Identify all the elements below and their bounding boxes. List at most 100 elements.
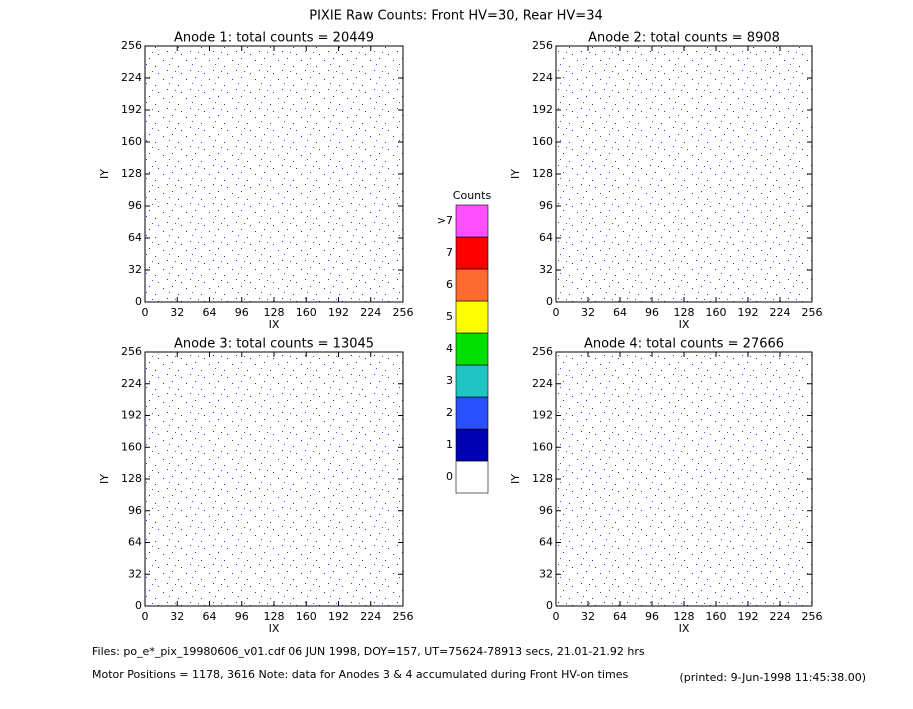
x-tick-label: 96 xyxy=(645,610,659,623)
x-tick-label: 32 xyxy=(170,610,184,623)
y-axis-label: IY xyxy=(509,169,522,179)
y-tick-label: 128 xyxy=(532,472,553,485)
y-tick-label: 224 xyxy=(532,377,553,390)
x-axis-label: IX xyxy=(679,622,690,635)
y-tick-label: 96 xyxy=(539,504,553,517)
y-tick-label: 32 xyxy=(539,263,553,276)
x-tick-label: 0 xyxy=(142,610,149,623)
y-tick-label: 192 xyxy=(532,409,553,422)
x-tick-label: 64 xyxy=(203,610,217,623)
plot-area xyxy=(144,351,404,607)
x-axis-label: IX xyxy=(269,622,280,635)
x-tick-label: 160 xyxy=(706,306,727,319)
y-tick-label: 224 xyxy=(121,377,142,390)
x-tick-label: 256 xyxy=(393,610,414,623)
y-tick-label: 96 xyxy=(128,504,142,517)
colorbar-label: 5 xyxy=(446,310,453,323)
x-tick-label: 256 xyxy=(802,610,823,623)
x-tick-label: 128 xyxy=(264,610,285,623)
y-tick-label: 192 xyxy=(121,409,142,422)
panel-title: Anode 3: total counts = 13045 xyxy=(174,337,374,352)
y-tick-label: 64 xyxy=(128,536,142,549)
x-tick-label: 64 xyxy=(613,306,627,319)
y-tick-label: 160 xyxy=(532,440,553,453)
plot-area xyxy=(144,45,404,303)
page-title: PIXIE Raw Counts: Front HV=30, Rear HV=3… xyxy=(309,9,603,24)
y-tick-label: 256 xyxy=(532,345,553,358)
y-tick-label: 32 xyxy=(128,567,142,580)
y-tick-label: 256 xyxy=(532,39,553,52)
panel-title: Anode 1: total counts = 20449 xyxy=(174,31,374,46)
colorbar-label: 0 xyxy=(446,470,453,483)
plot-area xyxy=(555,351,813,607)
y-tick-label: 96 xyxy=(539,199,553,212)
y-tick-label: 128 xyxy=(121,167,142,180)
colorbar-title: Counts xyxy=(453,189,492,202)
footer-motor: Motor Positions = 1178, 3616 Note: data … xyxy=(92,668,628,681)
colorbar-cell xyxy=(455,268,489,302)
y-axis-label: IY xyxy=(509,474,522,484)
colorbar-cell xyxy=(455,300,489,334)
y-tick-label: 64 xyxy=(539,231,553,244)
y-axis-label: IY xyxy=(98,474,111,484)
colorbar-label: >7 xyxy=(437,214,453,227)
x-tick-label: 96 xyxy=(235,610,249,623)
y-tick-label: 0 xyxy=(135,295,142,308)
x-tick-label: 224 xyxy=(360,610,381,623)
y-tick-label: 128 xyxy=(532,167,553,180)
y-tick-label: 64 xyxy=(128,231,142,244)
x-tick-label: 0 xyxy=(553,610,560,623)
y-tick-label: 256 xyxy=(121,345,142,358)
y-tick-label: 0 xyxy=(546,599,553,612)
x-tick-label: 160 xyxy=(296,610,317,623)
colorbar-label: 3 xyxy=(446,374,453,387)
x-tick-label: 128 xyxy=(264,306,285,319)
colorbar-label: 2 xyxy=(446,406,453,419)
x-tick-label: 224 xyxy=(770,610,791,623)
y-tick-label: 224 xyxy=(121,71,142,84)
x-tick-label: 224 xyxy=(770,306,791,319)
x-tick-label: 192 xyxy=(328,306,349,319)
colorbar-label: 1 xyxy=(446,438,453,451)
colorbar-cell xyxy=(455,396,489,430)
y-tick-label: 128 xyxy=(121,472,142,485)
y-tick-label: 256 xyxy=(121,39,142,52)
colorbar-cell xyxy=(455,236,489,270)
colorbar-cell xyxy=(455,460,489,494)
y-tick-label: 64 xyxy=(539,536,553,549)
colorbar-label: 6 xyxy=(446,278,453,291)
panel-title: Anode 4: total counts = 27666 xyxy=(584,337,784,352)
x-tick-label: 96 xyxy=(235,306,249,319)
y-tick-label: 160 xyxy=(121,440,142,453)
y-axis-label: IY xyxy=(98,169,111,179)
x-tick-label: 192 xyxy=(738,306,759,319)
plot-area xyxy=(555,45,813,303)
y-tick-label: 96 xyxy=(128,199,142,212)
x-tick-label: 128 xyxy=(674,306,695,319)
x-tick-label: 160 xyxy=(706,610,727,623)
x-tick-label: 96 xyxy=(645,306,659,319)
x-tick-label: 224 xyxy=(360,306,381,319)
colorbar-cell xyxy=(455,204,489,238)
x-tick-label: 192 xyxy=(328,610,349,623)
y-tick-label: 0 xyxy=(135,599,142,612)
x-tick-label: 0 xyxy=(142,306,149,319)
panel-title: Anode 2: total counts = 8908 xyxy=(588,31,780,46)
y-tick-label: 0 xyxy=(546,295,553,308)
x-tick-label: 64 xyxy=(613,610,627,623)
y-tick-label: 160 xyxy=(532,135,553,148)
x-tick-label: 160 xyxy=(296,306,317,319)
x-axis-label: IX xyxy=(269,318,280,331)
x-tick-label: 32 xyxy=(581,610,595,623)
colorbar-cell xyxy=(455,428,489,462)
x-tick-label: 32 xyxy=(170,306,184,319)
y-tick-label: 224 xyxy=(532,71,553,84)
colorbar-label: 7 xyxy=(446,246,453,259)
colorbar-label: 4 xyxy=(446,342,453,355)
x-tick-label: 192 xyxy=(738,610,759,623)
x-tick-label: 32 xyxy=(581,306,595,319)
y-tick-label: 32 xyxy=(539,567,553,580)
footer-files: Files: po_e*_pix_19980606_v01.cdf 06 JUN… xyxy=(92,645,645,658)
footer-printed: (printed: 9-Jun-1998 11:45:38.00) xyxy=(679,671,866,684)
